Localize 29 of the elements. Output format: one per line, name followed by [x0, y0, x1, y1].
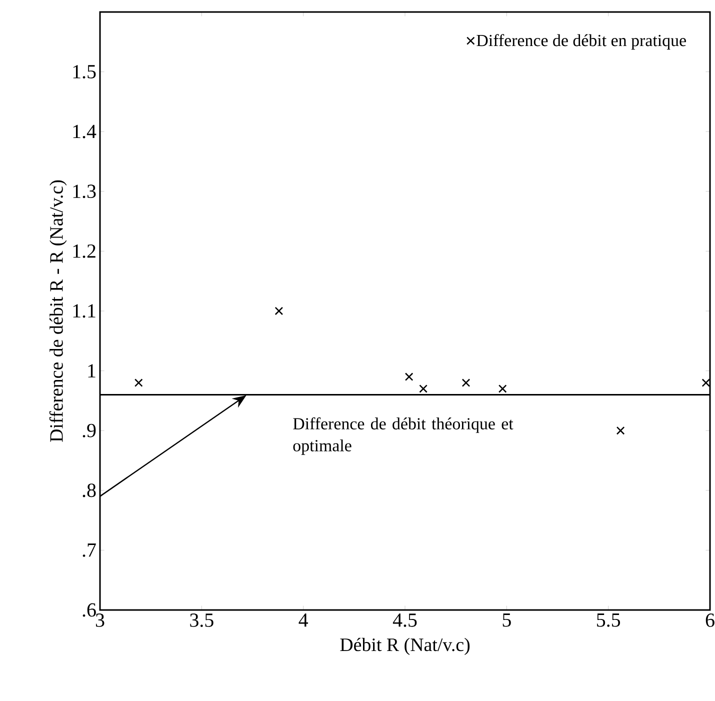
- x-tick-label: 5.5: [597, 614, 620, 627]
- point: [462, 378, 470, 387]
- y-tick-label: 1.4: [73, 124, 96, 138]
- legend-label: Difference de débit en pratique: [476, 34, 686, 50]
- y-tick-label: 1.2: [73, 244, 96, 258]
- x-tick-label: 4: [298, 614, 308, 627]
- x-tick-label: 5: [502, 614, 511, 627]
- y-tick-label: 1.1: [73, 304, 96, 318]
- point: [134, 378, 143, 387]
- y-tick-label: .9: [82, 424, 96, 438]
- x-axis-title: Débit R (Nat/v.c): [340, 638, 470, 656]
- y-tick-label: 1.5: [73, 65, 96, 79]
- point: [274, 306, 284, 316]
- x-tick-label: 4.5: [392, 614, 417, 627]
- y-tick-label: 1: [88, 364, 96, 378]
- y-tick-label: .8: [82, 484, 96, 498]
- x-tick-label: 3: [96, 614, 104, 627]
- y-tick-label: .7: [82, 544, 96, 557]
- point: [404, 372, 414, 381]
- x-tick-label: 6: [706, 614, 714, 627]
- x-tick-label: 3.5: [190, 614, 214, 627]
- point: [419, 384, 428, 393]
- point: [702, 378, 710, 387]
- point: [616, 426, 625, 435]
- point: [498, 384, 507, 393]
- y-tick-label: .6: [82, 603, 96, 617]
- y-tick-label: 1.3: [73, 184, 96, 198]
- ref-line-label: Difference de débit théorique et optimale: [293, 417, 514, 455]
- y-axis-title: Difference de débit R - R (Nat/v.c): [49, 180, 67, 442]
